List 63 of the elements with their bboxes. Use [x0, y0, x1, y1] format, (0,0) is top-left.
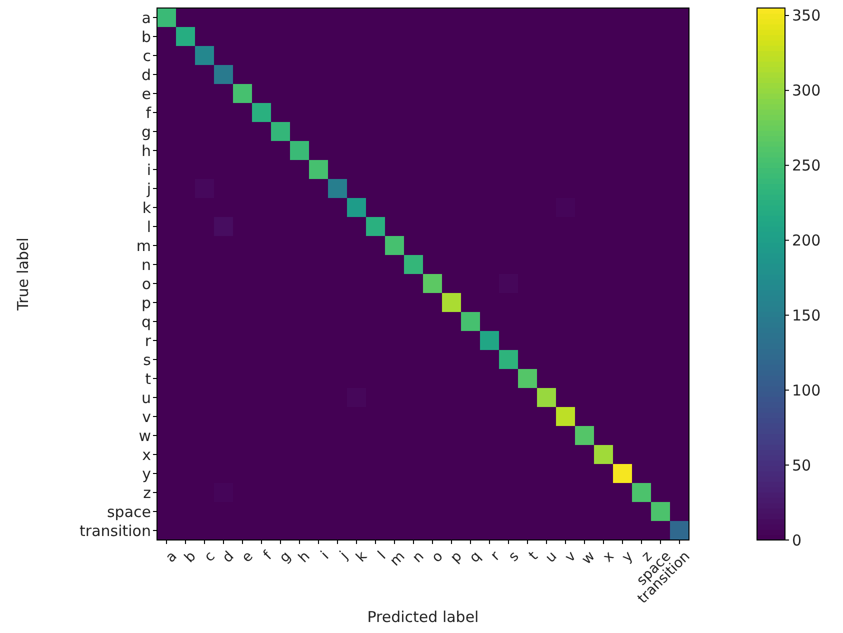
y-tick-label: p [141, 294, 151, 312]
y-tick-label: space [106, 502, 151, 521]
color-bar-label: 300 [792, 82, 821, 100]
y-tick-label: transition [80, 522, 151, 540]
color-bar-label: 50 [792, 456, 812, 474]
color-bar-label: 200 [792, 232, 821, 250]
y-tick-label: l [146, 218, 151, 236]
x-tick-label: u [542, 548, 560, 566]
y-tick-label: e [142, 84, 151, 103]
x-tick-label: n [410, 548, 428, 566]
y-tick-label: i [146, 160, 151, 179]
x-tick-label: q [466, 548, 484, 566]
y-tick-label: f [146, 104, 152, 122]
y-tick-label: d [141, 66, 151, 84]
y-tick-label: b [141, 28, 151, 46]
y-tick-label: u [141, 388, 151, 407]
x-tick-label: g [276, 548, 294, 566]
x-tick-label: r [488, 548, 504, 564]
y-tick-label: q [141, 312, 151, 331]
x-tick-label: v [562, 548, 580, 566]
y-tick-label: a [142, 8, 151, 27]
y-tick-label: x [142, 446, 152, 464]
y-tick-label: k [142, 198, 152, 217]
x-tick-label: e [238, 548, 256, 566]
y-tick-label: j [146, 180, 151, 198]
x-axis-title: Predicted label [367, 608, 479, 626]
x-tick-label: s [506, 548, 522, 565]
x-tick-label: y [619, 548, 636, 566]
x-tick-label: o [428, 548, 446, 566]
y-tick-label: r [144, 332, 152, 350]
color-bar-label: 100 [792, 381, 821, 400]
y-tick-label: o [142, 274, 151, 293]
y-tick-label: z [143, 484, 152, 502]
x-tick-label: x [600, 548, 618, 566]
y-tick-label: h [141, 142, 151, 160]
y-tick-label: g [141, 122, 151, 141]
x-tick-label: c [201, 548, 218, 566]
y-axis-title: True label [14, 238, 32, 312]
y-tick-label: y [142, 464, 152, 483]
x-tick-label: p [448, 548, 466, 566]
y-tick-label: n [141, 256, 151, 274]
x-tick-label: a [162, 548, 180, 566]
y-tick-label: t [145, 370, 152, 388]
x-tick-label: l [375, 548, 390, 563]
y-tick-label: w [138, 426, 151, 445]
x-tick-label: h [296, 548, 314, 566]
x-tick-label: m [387, 548, 408, 570]
color-bar-label: 250 [792, 156, 821, 175]
x-tick-label: k [353, 548, 371, 566]
y-tick-label: v [142, 408, 152, 426]
color-bar-label: 350 [792, 6, 821, 25]
color-bar-label: 150 [792, 306, 821, 324]
x-tick-label: i [318, 548, 332, 563]
x-tick-label: f [260, 548, 276, 564]
y-tick-label: s [143, 350, 152, 369]
x-tick-label: t [526, 548, 542, 564]
x-tick-label: w [578, 548, 598, 568]
x-tick-label: d [220, 548, 238, 566]
color-bar-label: 0 [792, 531, 802, 550]
y-tick-label: c [142, 46, 151, 65]
x-tick-label: b [182, 548, 200, 566]
y-tick-label: m [136, 236, 151, 255]
x-tick-label: j [336, 548, 352, 564]
